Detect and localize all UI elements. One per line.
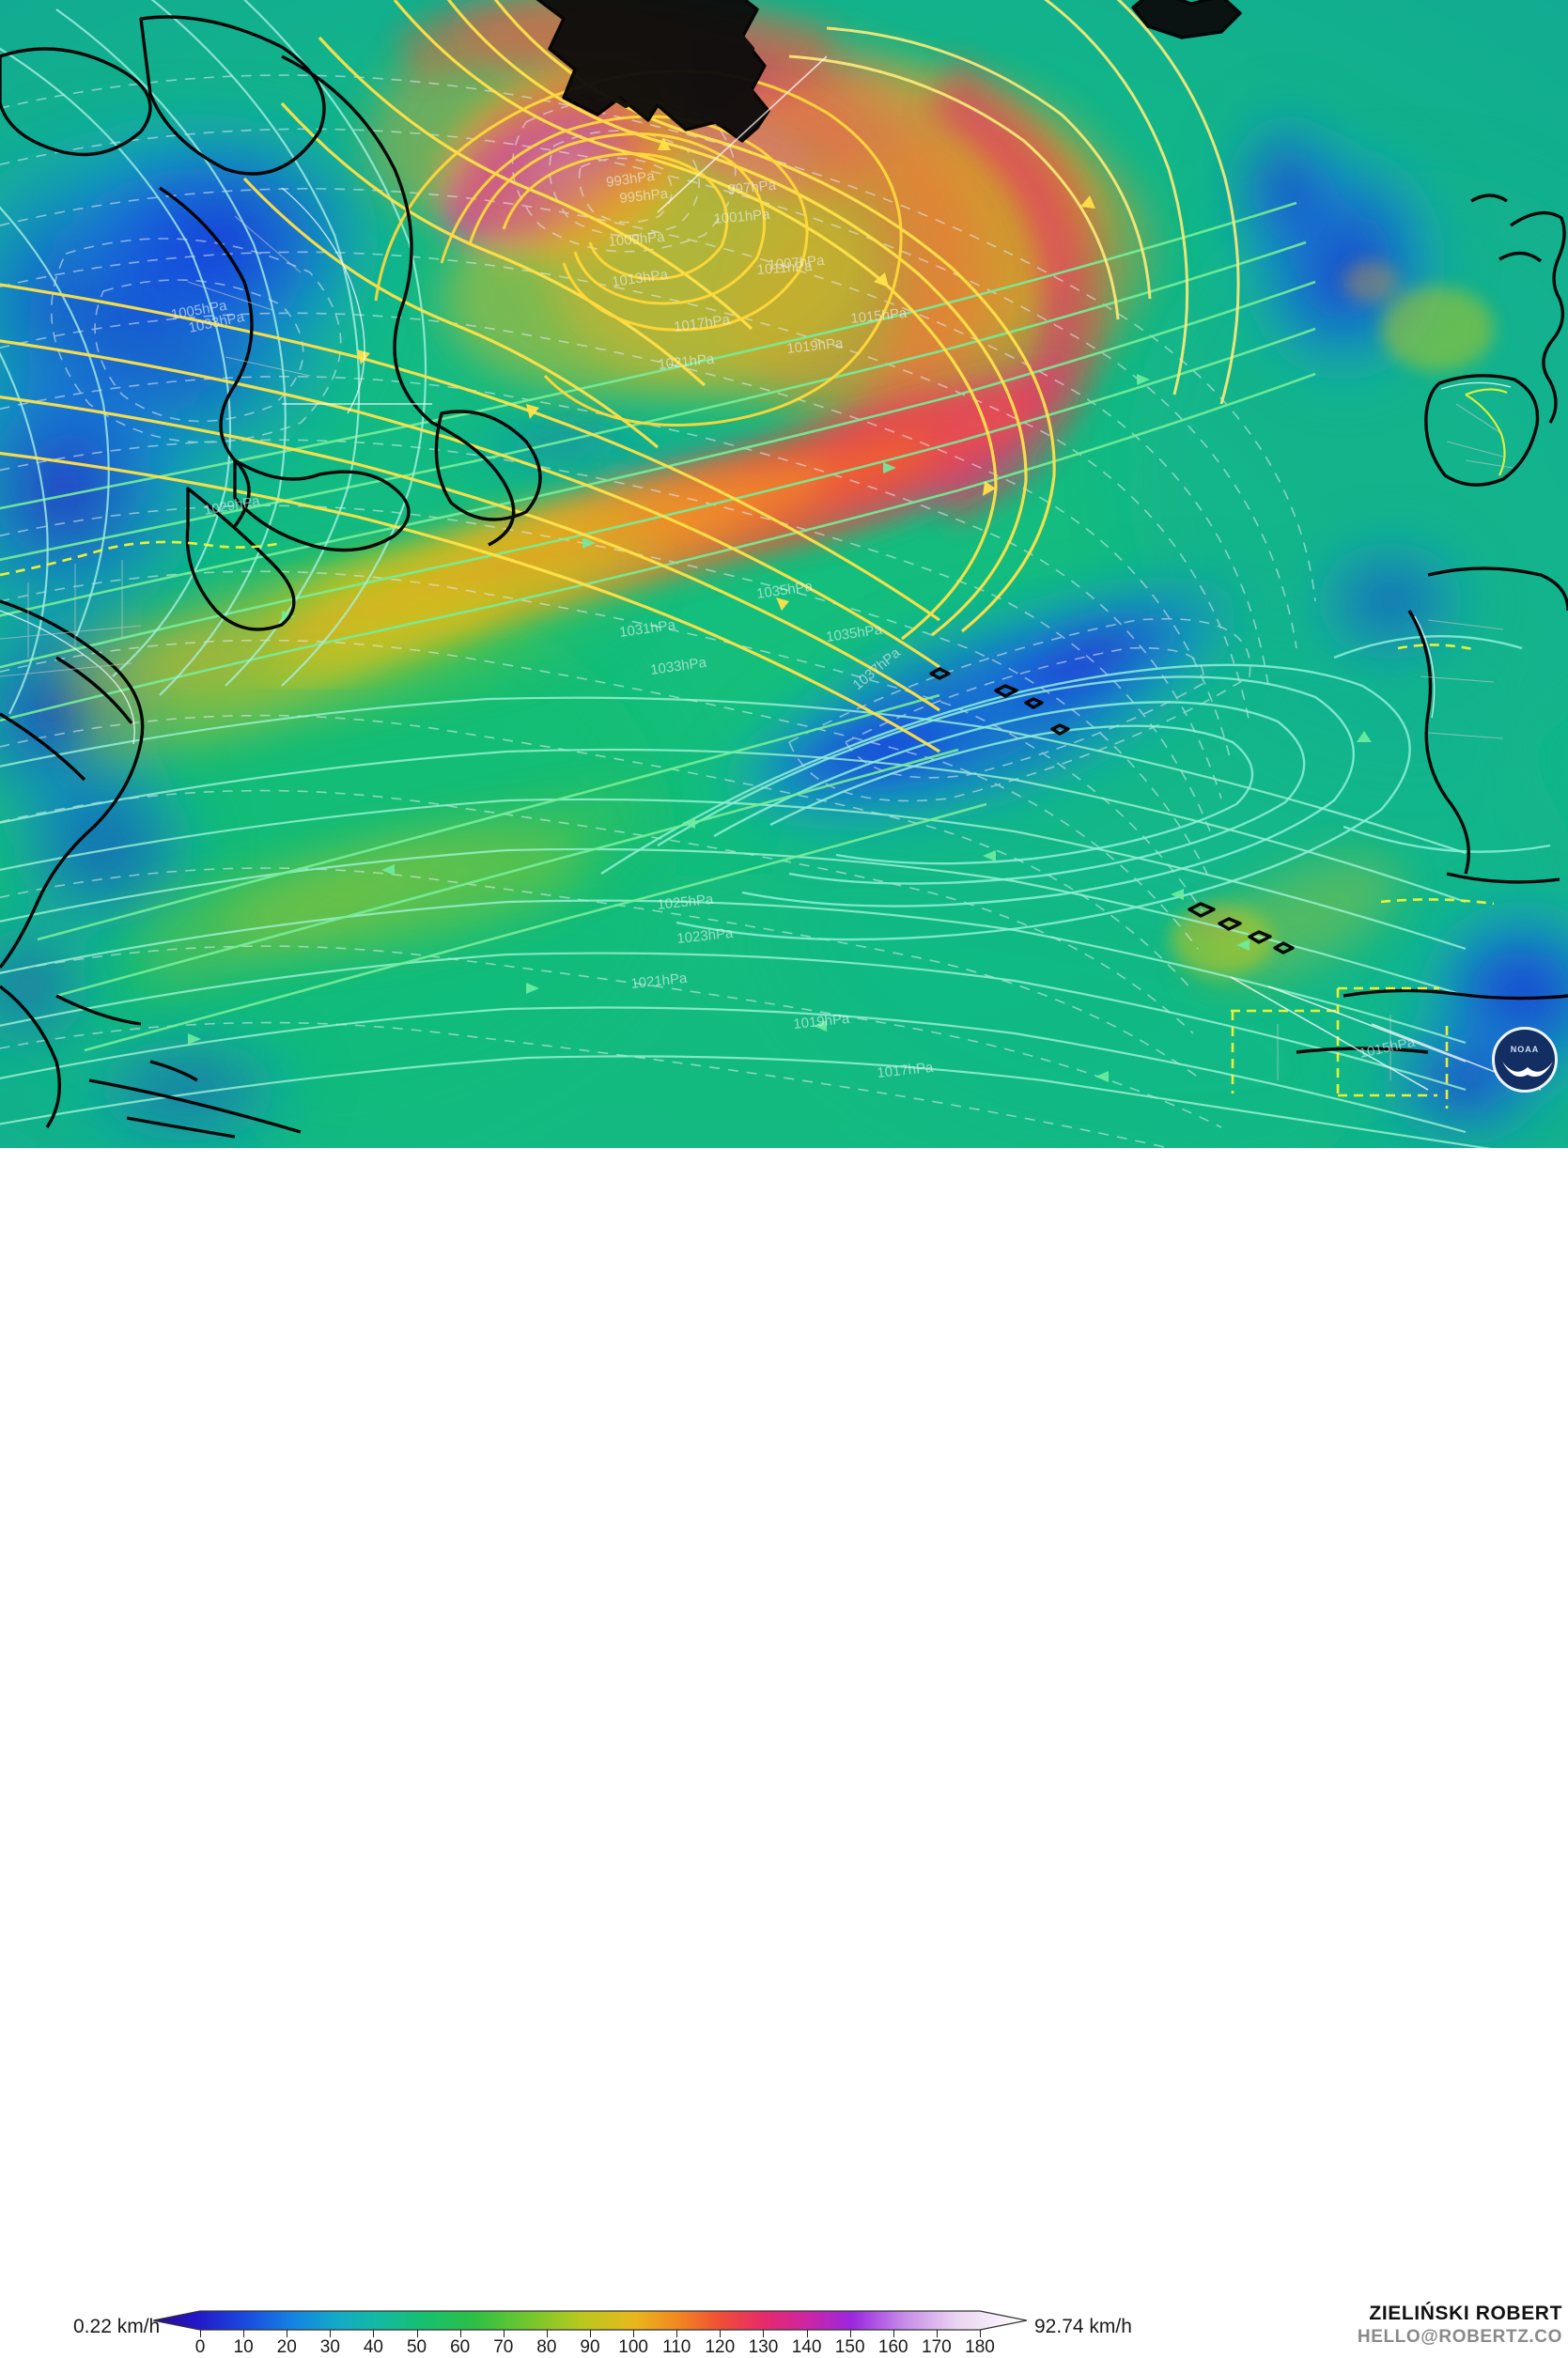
colorbar-tick <box>633 2330 635 2337</box>
svg-text:1021hPa: 1021hPa <box>658 351 716 373</box>
svg-text:1015hPa: 1015hPa <box>850 305 908 327</box>
colorbar-tick-label: 110 <box>662 2337 691 2357</box>
author-email[interactable]: HELLO@ROBERTZ.CO <box>1357 2327 1562 2348</box>
noaa-label: NOAA <box>1510 1045 1540 1054</box>
country-borders-solid <box>1465 388 1508 476</box>
colorbar-tick <box>763 2330 765 2337</box>
colorbar-tick <box>416 2330 418 2337</box>
colorbar-tick <box>590 2330 591 2337</box>
colorbar-tick <box>980 2330 981 2337</box>
colorbar-tick-label: 100 <box>618 2337 648 2357</box>
svg-text:1021hPa: 1021hPa <box>630 970 689 992</box>
wind-streamlines-tipjet <box>788 0 1240 405</box>
colorbar-tick-label: 150 <box>834 2337 865 2357</box>
admin-borders <box>0 215 1514 1080</box>
colorbar-tick <box>720 2330 722 2337</box>
colorbar-tick-label: 70 <box>493 2337 514 2357</box>
svg-text:1009hPa: 1009hPa <box>608 229 666 250</box>
svg-text:997hPa: 997hPa <box>727 178 778 198</box>
noaa-logo: NOAA <box>1492 1027 1558 1093</box>
legend-bar: 0.22 km/h <box>0 1148 1568 2357</box>
colorbar-tick-label: 50 <box>406 2337 427 2357</box>
colorbar-tick <box>200 2330 201 2337</box>
wind-streamlines-canada <box>0 0 427 715</box>
noaa-disc: NOAA <box>1492 1027 1558 1093</box>
colorbar-tick <box>373 2330 375 2337</box>
svg-text:1001hPa: 1001hPa <box>713 207 771 227</box>
colorbar-tick-label: 60 <box>450 2337 471 2357</box>
colorbar-tick-label: 130 <box>748 2337 779 2357</box>
colorbar-tick-label: 160 <box>877 2337 908 2357</box>
wind-streamlines-low <box>0 696 1492 1148</box>
svg-text:995hPa: 995hPa <box>619 186 670 207</box>
colorbar-tick-label: 80 <box>536 2337 557 2357</box>
colorbar-tick <box>936 2330 938 2337</box>
svg-text:1017hPa: 1017hPa <box>877 1060 935 1081</box>
country-borders <box>0 540 1495 1109</box>
streamline-arrow-heads <box>188 374 1372 1082</box>
colorbar-tick <box>806 2330 808 2337</box>
colorbar-tick <box>503 2330 505 2337</box>
wind-field-render: 993hPa 995hPa 997hPa 1001hPa 1009hPa 100… <box>0 0 1568 1148</box>
colorbar-min-label: 0.22 km/h <box>73 2316 161 2337</box>
svg-text:1019hPa: 1019hPa <box>786 335 845 357</box>
colorbar-tick <box>849 2330 851 2337</box>
colorbar-tick-label: 90 <box>580 2337 600 2357</box>
coastlines <box>0 0 1568 1139</box>
svg-text:1007hPa: 1007hPa <box>768 253 826 273</box>
colorbar-tick-label: 120 <box>705 2337 736 2357</box>
colorbar-tick <box>243 2330 245 2337</box>
svg-text:1011hPa: 1011hPa <box>756 258 814 278</box>
wind-streamlines-vortex <box>374 69 903 427</box>
wind-streamlines-anticyclone <box>600 635 1551 941</box>
svg-text:1019hPa: 1019hPa <box>793 1011 851 1032</box>
colorbar-tick-label: 20 <box>276 2337 297 2357</box>
colorbar-tick-label: 30 <box>319 2337 340 2357</box>
noaa-seagull-icon <box>1502 1062 1553 1078</box>
colorbar-tick-label: 180 <box>965 2337 995 2357</box>
svg-text:1023hPa: 1023hPa <box>676 925 735 947</box>
attribution: ZIELIŃSKI ROBERT HELLO@ROBERTZ.CO <box>1358 2302 1562 2349</box>
colorbar-tick <box>676 2330 678 2337</box>
colorbar-max-label: 92.74 km/h <box>1034 2316 1132 2337</box>
svg-text:1025hPa: 1025hPa <box>657 892 715 913</box>
colorbar-tick <box>893 2330 894 2337</box>
streamline-arrow-heads-fast <box>357 137 1095 611</box>
colorbar-tick-label: 10 <box>233 2337 254 2357</box>
colorbar-tick-label: 0 <box>194 2337 206 2357</box>
colorbar-tick-label: 40 <box>363 2337 384 2357</box>
map-canvas[interactable]: 993hPa 995hPa 997hPa 1001hPa 1009hPa 100… <box>0 0 1568 1148</box>
colorbar-tick-label: 140 <box>791 2337 822 2357</box>
colorbar-tick-label: 170 <box>922 2337 952 2357</box>
author-name: ZIELIŃSKI ROBERT <box>1369 2303 1562 2324</box>
colorbar-tick <box>330 2330 332 2337</box>
colorbar-tick <box>459 2330 461 2337</box>
colorbar-tick <box>546 2330 548 2337</box>
colorbar-ticks: 0 10 20 30 40 50 60 70 80 90 100 110 120 130 140 150 160… <box>153 2330 1027 2357</box>
